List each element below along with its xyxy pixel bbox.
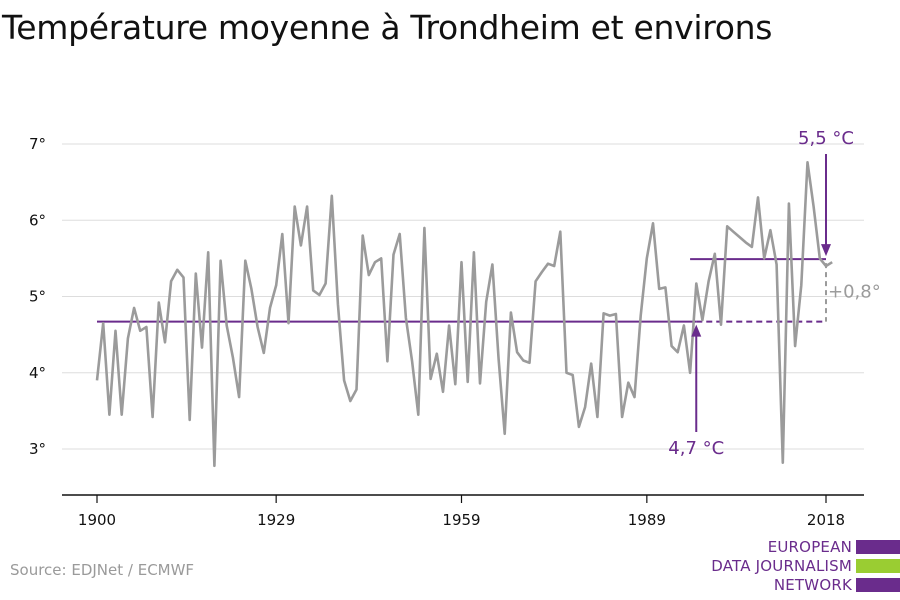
- x-tick-label-1959: 1959: [442, 511, 480, 529]
- edjnet-logo: EUROPEAN DATA JOURNALISM NETWORK: [700, 538, 900, 598]
- x-tick-label-2018: 2018: [807, 511, 845, 529]
- x-tick-label-1900: 1900: [78, 511, 116, 529]
- temperature-series-line: [95, 161, 833, 468]
- y-tick-label-5: 5°: [29, 288, 46, 306]
- x-tick-label-1989: 1989: [628, 511, 666, 529]
- logo-line-3: NETWORK: [773, 576, 852, 594]
- y-tick-label-7: 7°: [29, 135, 46, 153]
- logo-line-2: DATA JOURNALISM: [711, 557, 852, 575]
- y-tick-label-4: 4°: [29, 364, 46, 382]
- y-tick-label-6: 6°: [29, 211, 46, 229]
- source-note: Source: EDJNet / ECMWF: [10, 561, 195, 579]
- y-axis-labels: 3° 4° 5° 6° 7°: [29, 135, 46, 458]
- arrow-recent-head: [821, 244, 831, 257]
- y-tick-label-3: 3°: [29, 440, 46, 458]
- x-axis: 1900 1929 1959 1989 2018: [62, 494, 864, 529]
- logo-bar-2: [856, 559, 900, 573]
- logo-bar-3: [856, 578, 900, 592]
- label-baseline-value: 4,7 °C: [668, 438, 724, 459]
- page-title: Température moyenne à Trondheim et envir…: [2, 8, 773, 47]
- logo-line-1: EUROPEAN: [767, 538, 852, 556]
- label-recent-value: 5,5 °C: [798, 128, 854, 149]
- logo-bar-1: [856, 540, 900, 554]
- label-difference: +0,8°: [828, 281, 881, 302]
- x-tick-label-1929: 1929: [257, 511, 295, 529]
- annotations: 4,7 °C 5,5 °C +0,8°: [668, 128, 880, 459]
- series-group: [95, 161, 833, 468]
- arrow-baseline-head: [691, 324, 702, 337]
